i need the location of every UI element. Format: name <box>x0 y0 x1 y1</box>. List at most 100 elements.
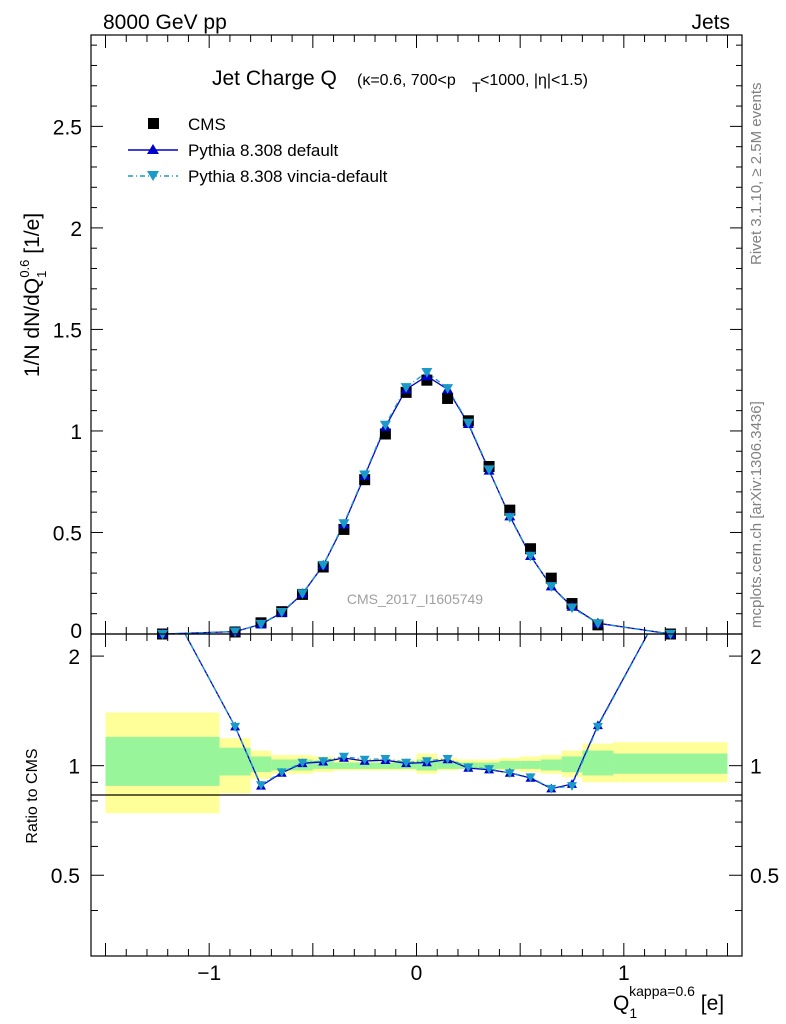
ratio-inner-band <box>354 762 376 769</box>
x-axis-label: Q1 kappa=0.6 [e] <box>613 983 724 1021</box>
ratio-inner-band <box>271 759 293 771</box>
cms-data-point <box>442 392 454 404</box>
legend-item-vincia: Pythia 8.308 vincia-default <box>128 167 388 186</box>
ratio-y-tick-label-right: 0.5 <box>750 865 779 888</box>
pythia-vincia-point <box>483 465 495 476</box>
cms-data-point <box>545 572 557 584</box>
ratio-inner-band <box>219 747 251 776</box>
ratio-inner-band <box>375 762 396 769</box>
ratio-y-tick-label-left: 1 <box>68 756 80 779</box>
ratio-vincia-point <box>276 768 287 778</box>
ratio-vincia-point <box>525 773 536 783</box>
legend-default-marker <box>147 144 159 154</box>
ratio-vincia-point <box>442 754 453 764</box>
main-y-tick-labels: 0 0.5 1 1.5 2 2.5 <box>53 116 82 643</box>
ratio-inner-band <box>582 750 614 776</box>
x-tick-label: 0 <box>411 962 423 985</box>
y-tick-label: 1.5 <box>53 319 82 342</box>
legend-item-cms: CMS <box>148 115 226 134</box>
ratio-y-tick-labels: 0.5 0.5 1 1 2 2 <box>51 646 779 888</box>
pythia-vincia-point <box>296 589 308 599</box>
y-axis-label-unit: [1/e] <box>21 213 44 260</box>
y-axis-label-subscript: 1 <box>34 271 49 278</box>
ratio-inner-band <box>540 759 562 771</box>
pythia-vincia-point <box>255 619 267 630</box>
y-tick-label: 0 <box>70 620 82 643</box>
x-axis-label-subscript: 1 <box>629 1005 637 1021</box>
y-axis-label-superscript: 0.6 <box>17 260 32 278</box>
y-tick-label: 0.5 <box>53 522 82 545</box>
y-tick-label: 2 <box>70 218 82 241</box>
ratio-inner-band <box>613 753 728 774</box>
main-plot-panel: 0 0.5 1 1.5 2 2.5 Jet Charge Q (κ=0.6, 700<p … <box>53 34 743 643</box>
ratio-vincia-point <box>380 754 391 764</box>
mcplots-label: mcplots.cern.ch [arXiv:1306.3436] <box>748 401 765 628</box>
y-tick-label: 2.5 <box>53 116 82 139</box>
legend-cms-label: CMS <box>188 115 226 134</box>
header-process: Jets <box>691 11 730 34</box>
legend: CMS Pythia 8.308 default Pythia 8.308 vi… <box>128 115 388 186</box>
svg-text:Q1kappa=0.6 [e]: Q1 kappa=0.6 [e] <box>613 983 724 1021</box>
pythia-vincia-point <box>592 619 604 629</box>
pythia-vincia-point <box>545 582 557 592</box>
x-axis-label-main: Q <box>613 992 629 1015</box>
pythia-vincia-point <box>566 603 578 614</box>
ratio-vincia-point <box>546 784 557 794</box>
pythia-vincia-point <box>664 629 676 640</box>
x-axis-label-unit: [e] <box>695 992 724 1015</box>
ratio-inner-band <box>250 756 272 773</box>
ratio-vincia-point <box>256 781 267 790</box>
ratio-inner-band <box>499 760 521 769</box>
ratio-inner-band <box>437 760 458 769</box>
pythia-vincia-point <box>421 367 433 378</box>
pythia-vincia-point <box>379 420 391 431</box>
cms-data-point <box>379 428 391 440</box>
ratio-vincia-point <box>566 782 577 791</box>
ratio-inner-band <box>520 760 541 769</box>
y-tick-label: 1 <box>70 421 82 444</box>
ratio-vincia-point <box>592 722 603 732</box>
ratio-vincia-point <box>421 757 432 766</box>
plot-title-pt-subscript: T <box>472 79 481 95</box>
header-energy: 8000 GeV pp <box>103 11 227 34</box>
ratio-y-tick-label-right: 2 <box>750 646 762 669</box>
x-tick-label: 1 <box>618 962 630 985</box>
pythia-vincia-point <box>504 513 516 523</box>
ratio-vincia-point <box>463 763 474 773</box>
cms-data-point <box>504 504 516 516</box>
ratio-vincia-point <box>359 755 370 765</box>
y-axis-label-main: 1/N dN/dQ <box>21 278 44 377</box>
ratio-inner-band <box>561 756 583 773</box>
ratio-plot-panel: 0.5 0.5 1 1 2 2 −1 0 1 <box>51 633 779 985</box>
ratio-vincia-point <box>504 769 515 778</box>
ratio-axis-ticks <box>91 634 742 957</box>
ratio-vincia-point <box>297 758 308 768</box>
y-axis-label: 1/N dN/dQ10.6 [1/e] <box>17 213 49 377</box>
pythia-vincia-point <box>317 560 329 571</box>
ratio-vincia-point <box>338 752 349 762</box>
x-tick-label: −1 <box>197 962 221 985</box>
legend-item-default: Pythia 8.308 default <box>128 141 339 160</box>
ratio-vincia-point <box>484 765 495 774</box>
x-axis-label-superscript: kappa=0.6 <box>629 983 695 999</box>
ratio-vincia-point <box>318 757 329 766</box>
svg-text:1/N dN/dQ10.6 [1/e]: 1/N dN/dQ10.6 [1/e] <box>17 213 49 377</box>
rivet-version-label: Rivet 3.1.10, ≥ 2.5M events <box>748 83 765 266</box>
pythia-vincia-point <box>525 551 537 562</box>
ratio-axis-label: Ratio to CMS <box>24 748 41 843</box>
ratio-y-tick-label-left: 2 <box>68 646 80 669</box>
plot-title-rest: <1000, |η|<1.5) <box>480 72 588 89</box>
plot-title-kappa: (κ=0.6, 700<p <box>357 72 456 89</box>
pythia-vincia-point <box>462 418 474 429</box>
plot-title: Jet Charge Q (κ=0.6, 700<p T <1000, |η|<… <box>212 67 588 95</box>
main-axis-ticks <box>91 35 742 635</box>
pythia-vincia-point <box>157 629 169 640</box>
ratio-vincia-point <box>401 758 412 768</box>
pythia-vincia-point <box>338 519 350 529</box>
legend-default-label: Pythia 8.308 default <box>188 141 339 160</box>
ratio-vincia-point <box>230 722 241 732</box>
analysis-watermark: CMS_2017_I1605749 <box>347 591 483 607</box>
pythia-vincia-point <box>359 470 371 481</box>
pythia-vincia-point <box>400 383 412 393</box>
